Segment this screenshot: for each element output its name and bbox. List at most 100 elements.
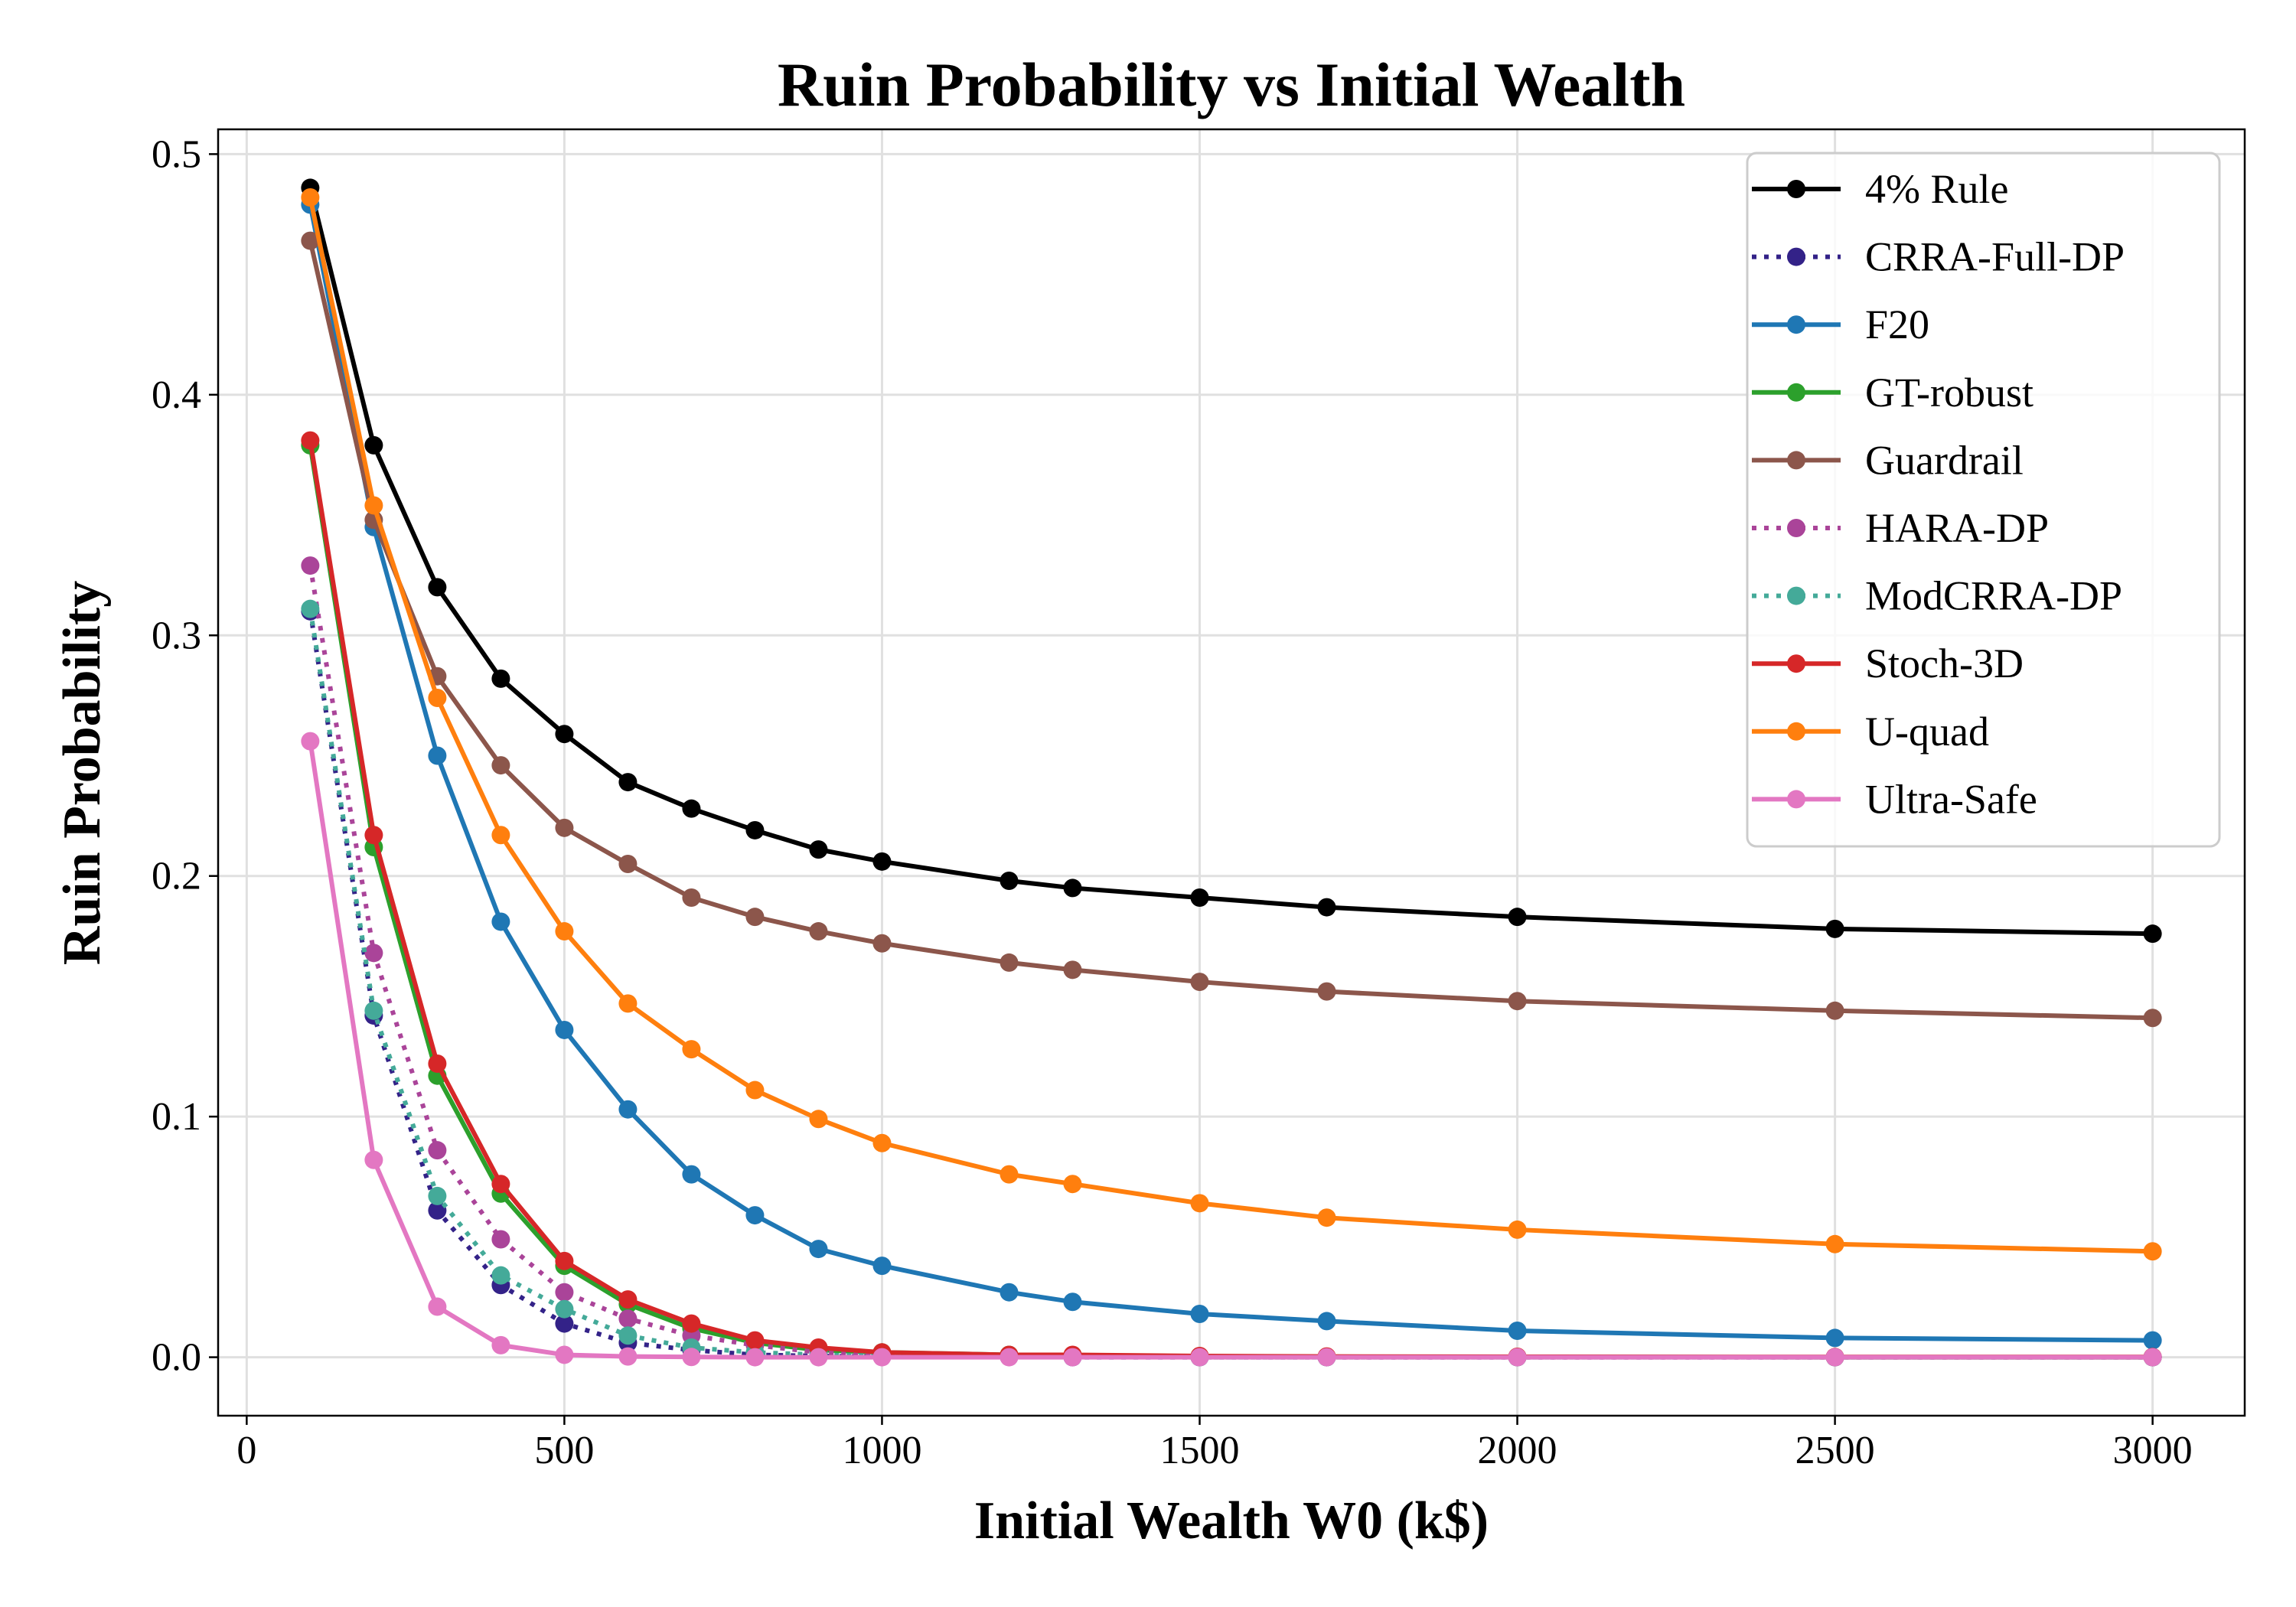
data-point-hara-dp [364,944,383,963]
data-point-ultra-safe [1190,1348,1209,1367]
data-point-ultra-safe [364,1150,383,1169]
legend-marker-u-quad [1787,722,1805,741]
data-point-u-quad [1825,1234,1844,1253]
data-point-modcrra-dp [301,599,320,618]
data-point-4-rule [872,852,892,871]
ticks: 0 500 1000 1500 2000 2500 3000 0.0 0.1 0.2 0.3 0.4 0… [152,132,2193,1472]
data-point-guardrail [1000,953,1019,972]
legend-item-modcrra-dp: ModCRRA-DP [1752,573,2122,619]
legend-label-f20: F20 [1865,302,1929,347]
data-point-guardrail [2143,1009,2162,1028]
data-point-guardrail [301,231,320,250]
legend-item-crra-full-dp: CRRA-Full-DP [1752,234,2125,280]
data-point-4-rule [745,820,765,839]
data-point-u-quad [428,689,447,708]
data-point-4-rule [1508,908,1527,927]
x-tick-label: 2500 [1795,1429,1875,1472]
data-point-u-quad [1000,1165,1019,1184]
data-point-hara-dp [301,556,320,575]
legend-marker-4-rule [1787,180,1805,198]
x-tick-label: 1500 [1159,1429,1239,1472]
plot-frame [217,128,2246,1417]
data-point-u-quad [682,1040,701,1059]
series-4-rule [301,178,2162,944]
y-tick-label: 0.1 [152,1095,201,1139]
data-point-hara-dp [491,1230,510,1249]
data-point-ultra-safe [682,1348,701,1367]
data-point-f20 [491,912,510,931]
data-point-hara-dp [618,1309,638,1328]
data-point-stoch-3d [618,1290,638,1309]
data-point-modcrra-dp [491,1266,510,1285]
data-point-modcrra-dp [364,1001,383,1020]
data-point-crra-full-dp [428,1201,447,1220]
legend-label-crra-full-dp: CRRA-Full-DP [1865,234,2125,280]
data-point-f20 [2143,1331,2162,1350]
legend-item-gt-robust: GT-robust [1752,370,2033,416]
x-tick-label: 2000 [1478,1429,1557,1472]
data-point-ultra-safe [1825,1348,1844,1367]
data-point-f20 [682,1165,701,1184]
data-point-guardrail [1063,960,1082,980]
series-group [301,178,2162,1367]
y-tick-label: 0.4 [152,373,201,417]
x-axis-label: Initial Wealth W0 (k$) [974,1491,1489,1550]
data-point-f20 [1825,1328,1844,1348]
data-point-guardrail [872,934,892,953]
data-point-u-quad [618,994,638,1013]
data-point-f20 [428,746,447,765]
legend-marker-ultra-safe [1787,790,1805,809]
data-point-guardrail [555,818,574,837]
legend-item-f20: F20 [1752,302,1929,347]
data-point-f20 [1508,1322,1527,1341]
legend-marker-guardrail [1787,451,1805,470]
data-point-f20 [872,1257,892,1276]
data-point-guardrail [1825,1001,1844,1020]
data-point-4-rule [555,725,574,744]
data-point-u-quad [301,187,320,207]
x-tick-label: 0 [236,1429,256,1472]
legend-label-gt-robust: GT-robust [1865,370,2033,416]
data-point-modcrra-dp [618,1326,638,1345]
data-point-f20 [618,1100,638,1119]
data-point-ultra-safe [872,1348,892,1367]
data-point-4-rule [618,773,638,792]
data-point-u-quad [2143,1242,2162,1261]
data-point-u-quad [872,1133,892,1152]
x-tick-label: 3000 [2113,1429,2193,1472]
data-point-stoch-3d [745,1331,765,1350]
data-point-ultra-safe [1317,1348,1336,1367]
data-point-ultra-safe [428,1297,447,1316]
data-point-4-rule [1825,919,1844,938]
data-point-ultra-safe [618,1347,638,1366]
data-point-4-rule [1000,871,1019,890]
data-point-f20 [809,1240,828,1259]
data-point-guardrail [618,854,638,873]
data-point-modcrra-dp [428,1186,447,1205]
data-point-4-rule [1317,898,1336,917]
legend-marker-f20 [1787,315,1805,334]
data-point-u-quad [1063,1175,1082,1194]
data-point-4-rule [364,435,383,455]
data-point-u-quad [1190,1194,1209,1213]
legend-marker-hara-dp [1787,519,1805,537]
y-tick-label: 0.2 [152,855,201,898]
data-point-ultra-safe [555,1345,574,1364]
data-point-guardrail [1317,982,1336,1001]
data-point-4-rule [682,799,701,818]
y-tick-label: 0.0 [152,1336,201,1380]
legend-label-u-quad: U-quad [1865,709,1989,755]
data-point-ultra-safe [1508,1348,1527,1367]
data-point-stoch-3d [682,1314,701,1333]
data-point-ultra-safe [1063,1348,1082,1367]
y-tick-label: 0.5 [152,132,201,176]
legend-label-modcrra-dp: ModCRRA-DP [1865,573,2122,619]
data-point-stoch-3d [491,1175,510,1194]
data-point-u-quad [1508,1220,1527,1239]
data-point-guardrail [682,888,701,908]
data-point-stoch-3d [555,1251,574,1270]
data-point-ultra-safe [809,1348,828,1367]
x-tick-label: 1000 [842,1429,921,1472]
data-point-4-rule [1190,888,1209,908]
legend-item-hara-dp: HARA-DP [1752,505,2049,551]
